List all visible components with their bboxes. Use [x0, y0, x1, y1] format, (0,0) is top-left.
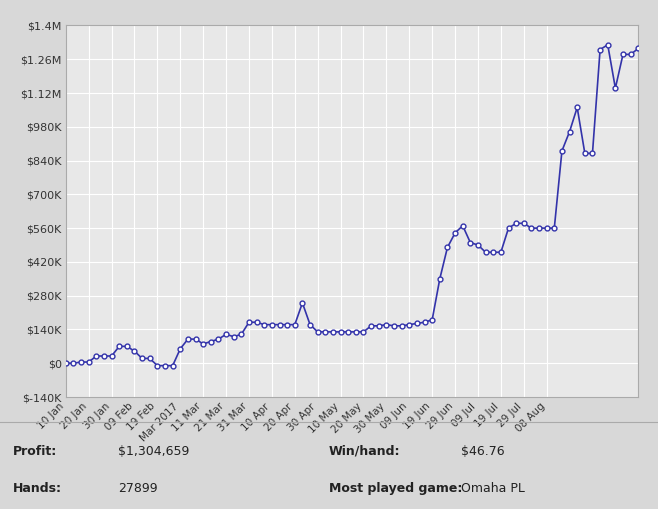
Text: Most played game:: Most played game:	[329, 482, 463, 495]
Text: $46.76: $46.76	[461, 445, 504, 458]
Text: Hands:: Hands:	[13, 482, 62, 495]
Text: $1,304,659: $1,304,659	[118, 445, 190, 458]
Text: Profit:: Profit:	[13, 445, 57, 458]
Text: Omaha PL: Omaha PL	[461, 482, 524, 495]
Text: Win/hand:: Win/hand:	[329, 445, 401, 458]
Text: 27899: 27899	[118, 482, 158, 495]
